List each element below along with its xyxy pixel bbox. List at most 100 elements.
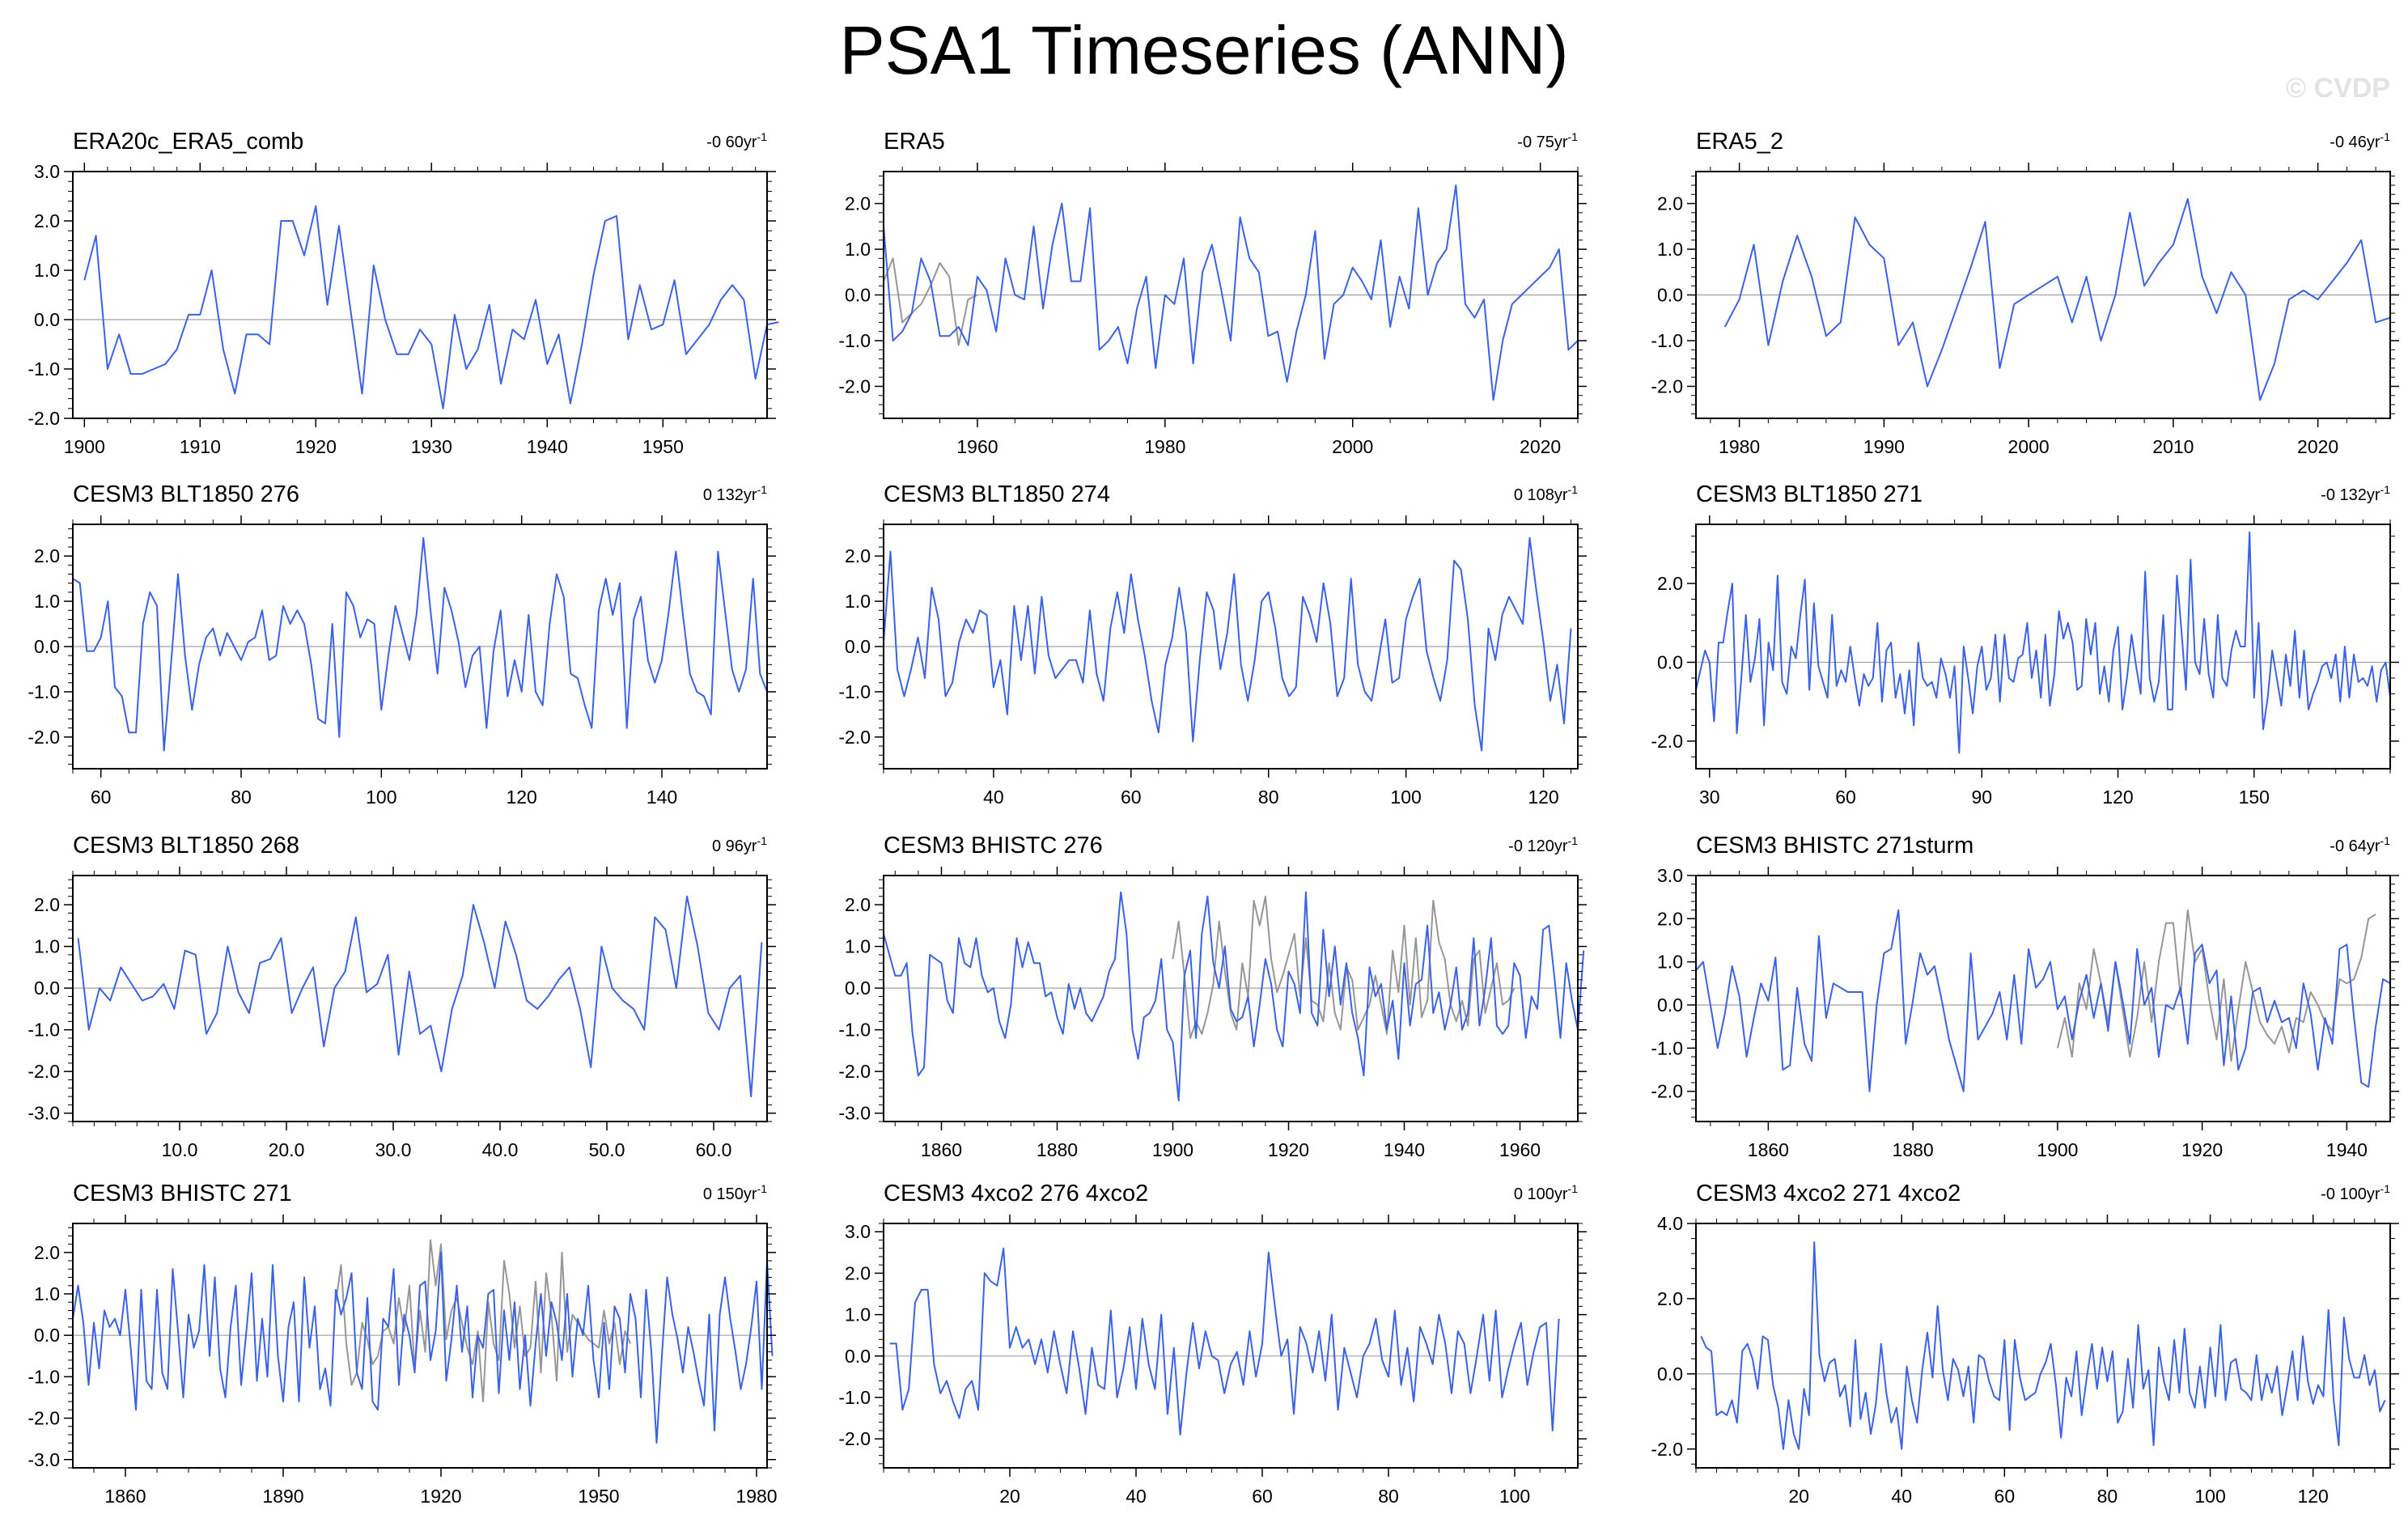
- y-tick-label: -2.0: [1651, 375, 1683, 396]
- y-tick-label: -3.0: [838, 1103, 871, 1124]
- y-tick-label: 0.0: [845, 1346, 871, 1367]
- panel-title: CESM3 BHISTC 271: [73, 1181, 292, 1206]
- chart-panel: CESM3 BLT1850 268 0 96yr-1 10.0 20.0 30.0 40.…: [28, 833, 776, 1160]
- trend-unit: -1: [2380, 1182, 2391, 1195]
- trend-unit: -1: [2380, 834, 2391, 847]
- trend-label: 0 96yr-1: [712, 834, 767, 855]
- y-tick-label: -2.0: [28, 408, 60, 429]
- x-tick-label: 1900: [2037, 1139, 2078, 1160]
- x-tick-label: 40: [1126, 1486, 1147, 1507]
- plot-frame: [1695, 524, 2391, 770]
- panel-title: ERA20c_ERA5_comb: [73, 129, 303, 155]
- x-tick-label: 1920: [420, 1486, 461, 1507]
- trend-unit: -1: [757, 130, 768, 143]
- x-tick-label: 1960: [956, 436, 998, 457]
- y-tick-label: 0.0: [845, 285, 871, 306]
- y-tick-label: 2.0: [1657, 573, 1683, 594]
- y-tick-label: 1.0: [34, 260, 60, 281]
- plot-frame: [72, 1223, 768, 1469]
- y-tick-label: 2.0: [34, 545, 60, 566]
- x-tick-label: 1900: [1152, 1139, 1193, 1160]
- x-tick-label: 120: [2102, 787, 2133, 808]
- x-tick-label: 2020: [2297, 436, 2338, 457]
- y-tick-label: 1.0: [34, 591, 60, 612]
- x-tick-label: 60: [1121, 787, 1142, 808]
- x-tick-label: 1940: [1384, 1139, 1425, 1160]
- y-tick-label: 3.0: [34, 161, 60, 182]
- y-tick-label: -2.0: [838, 727, 871, 748]
- series-line-primary: [1695, 531, 2391, 754]
- trend-label: 0 100yr-1: [1514, 1182, 1578, 1203]
- panel-title: CESM3 BLT1850 268: [73, 833, 299, 859]
- y-tick-label: 2.0: [845, 1262, 871, 1283]
- y-tick-label: 0.0: [34, 977, 60, 999]
- x-tick-label: 60: [1252, 1486, 1273, 1507]
- trend-label: -0 60yr-1: [706, 130, 767, 151]
- y-tick-label: 2.0: [34, 1242, 60, 1263]
- y-tick-label: 2.0: [1657, 908, 1683, 929]
- y-tick-label: -2.0: [838, 1428, 871, 1449]
- trend-label: -0 46yr-1: [2330, 130, 2390, 151]
- x-tick-label: 40: [1891, 1486, 1912, 1507]
- y-tick-label: -1.0: [1651, 330, 1683, 351]
- x-tick-label: 50.0: [589, 1139, 625, 1160]
- y-tick-label: -2.0: [28, 727, 60, 748]
- x-tick-label: 120: [506, 787, 536, 808]
- x-tick-label: 60: [91, 787, 112, 808]
- series-line-primary: [83, 205, 779, 409]
- y-tick-label: -2.0: [838, 1061, 871, 1082]
- panel-title: CESM3 4xco2 276 4xco2: [884, 1181, 1148, 1206]
- y-tick-label: 2.0: [845, 894, 871, 915]
- y-tick-label: -2.0: [1651, 731, 1683, 752]
- y-tick-label: 0.0: [1657, 1363, 1683, 1384]
- trend-label: -0 120yr-1: [1508, 834, 1578, 855]
- x-tick-label: 30: [1699, 787, 1720, 808]
- series-line-primary: [883, 891, 1585, 1102]
- x-tick-label: 1860: [104, 1486, 146, 1507]
- x-tick-label: 1860: [1748, 1139, 1789, 1160]
- x-tick-label: 40: [983, 787, 1004, 808]
- plot-frame: [1695, 1223, 2391, 1469]
- x-tick-label: 100: [366, 787, 396, 808]
- series-line-primary: [1695, 909, 2391, 1092]
- x-tick-label: 60: [1835, 787, 1856, 808]
- x-tick-label: 60: [1995, 1486, 2016, 1507]
- plot-frame: [72, 875, 768, 1122]
- y-tick-label: 1.0: [34, 1283, 60, 1304]
- plot-frame: [883, 875, 1579, 1122]
- y-tick-label: -2.0: [1651, 1439, 1683, 1460]
- plot-frame: [1695, 875, 2391, 1122]
- trend-label: -0 132yr-1: [2321, 483, 2390, 504]
- x-tick-label: 1940: [2326, 1139, 2368, 1160]
- trend-label: -0 64yr-1: [2330, 834, 2390, 855]
- x-tick-label: 80: [1258, 787, 1279, 808]
- x-tick-label: 1930: [411, 436, 452, 457]
- x-tick-label: 100: [2194, 1486, 2225, 1507]
- y-tick-label: 1.0: [1657, 239, 1683, 260]
- y-tick-label: 4.0: [1657, 1213, 1683, 1234]
- y-tick-label: 2.0: [845, 193, 871, 214]
- y-tick-label: 0.0: [1657, 285, 1683, 306]
- x-tick-label: 1950: [642, 436, 684, 457]
- series-line-primary: [889, 1247, 1560, 1436]
- series-line-secondary: [1172, 895, 1516, 1039]
- x-tick-label: 1980: [1719, 436, 1760, 457]
- chart-panel: ERA5 -0 75yr-1 1960 1980 2000 2020 -2.0 -1.0 0.0…: [838, 129, 1587, 457]
- x-tick-label: 2000: [1332, 436, 1373, 457]
- chart-panel: ERA5_2 -0 46yr-1 1980 1990 2000 2010 2020 -2.0 -…: [1651, 129, 2399, 457]
- x-tick-label: 120: [1528, 787, 1558, 808]
- y-tick-label: 0.0: [845, 977, 871, 999]
- x-tick-label: 100: [1390, 787, 1421, 808]
- x-tick-label: 20: [999, 1486, 1020, 1507]
- y-tick-label: -2.0: [28, 1408, 60, 1429]
- panel-title: ERA5: [884, 129, 945, 155]
- x-tick-label: 140: [647, 787, 677, 808]
- panel-title: CESM3 4xco2 271 4xco2: [1696, 1181, 1961, 1206]
- trend-unit: -1: [1568, 834, 1579, 847]
- y-tick-label: -1.0: [28, 1366, 60, 1387]
- panel-title: CESM3 BHISTC 276: [884, 833, 1103, 859]
- y-tick-label: -1.0: [838, 330, 871, 351]
- y-tick-label: -1.0: [838, 1387, 871, 1408]
- x-tick-label: 10.0: [162, 1139, 198, 1160]
